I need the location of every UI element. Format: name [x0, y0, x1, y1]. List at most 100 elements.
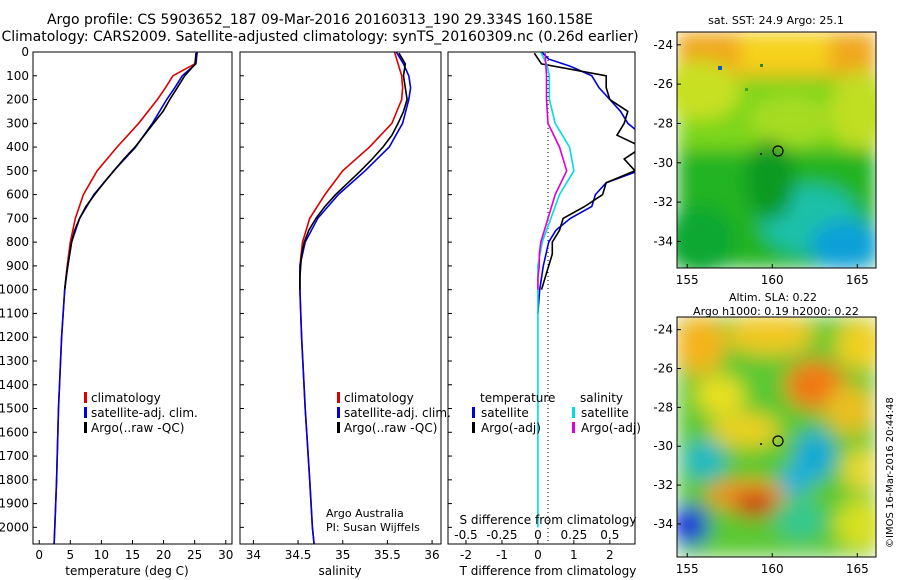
- map-y-tick-label: -30: [653, 156, 673, 170]
- salinity-series: [299, 52, 412, 544]
- x-tick-label: 35: [335, 548, 350, 562]
- y-tick-label: 500: [6, 164, 29, 178]
- y-tick-label: 1800: [0, 473, 29, 487]
- difference-legend: temperature salinity satellite Argo(-adj…: [472, 391, 641, 435]
- sla-map-subtitle: Argo h1000: 0.19 h2000: 0.22: [693, 305, 859, 318]
- x-tick-label: 25: [187, 548, 202, 562]
- map-y-tick-label: -26: [653, 77, 673, 91]
- temperature-ticks: 0100200300400500600700800900100011001200…: [0, 45, 233, 562]
- series-line-climatology: [299, 52, 404, 544]
- y-tick-label: 1100: [0, 306, 29, 320]
- x-tick-label: -1: [496, 548, 508, 562]
- x-tick-label: 0: [534, 548, 542, 562]
- x-tick-label: 35.5: [374, 548, 401, 562]
- s-tick-label: 0.25: [561, 528, 588, 542]
- legend-label-satellite: satellite-adj. clim.: [344, 406, 451, 420]
- s-tick-label: -0.25: [486, 528, 517, 542]
- difference-axes-frame: [447, 51, 636, 545]
- map-y-tick-label: -26: [653, 361, 673, 375]
- x-tick-label: 30: [218, 548, 233, 562]
- legend-swatch-climatology: [84, 392, 87, 403]
- difference-ticks: -2 -1 0 1 2 -0.5 -0.25 0 0.25 0.5: [448, 51, 619, 562]
- figure-title-line1: Argo profile: CS 5903652_187 09-Mar-2016…: [46, 12, 594, 28]
- sla-map-ticks: 155 160 165 -24 -26 -28 -30 -32 -34: [653, 323, 868, 576]
- difference-xlabel-temperature: T difference from climatology: [459, 564, 637, 578]
- x-tick-label: 36: [424, 548, 439, 562]
- s-tick-label: 0: [534, 528, 542, 542]
- map-x-tick-label: 165: [846, 273, 869, 287]
- sla-map-title: Altim. SLA: 0.22: [729, 291, 817, 304]
- sst-argo-marker: [772, 145, 784, 157]
- legend-label-satellite: satellite-adj. clim.: [91, 406, 198, 420]
- sla-map-panel: Altim. SLA: 0.22 Argo h1000: 0.19 h2000:…: [653, 291, 877, 576]
- legend-swatch-satellite: [84, 407, 87, 418]
- legend-label-climatology: climatology: [91, 391, 161, 405]
- map-y-tick-label: -34: [653, 517, 673, 531]
- x-tick-label: -2: [460, 548, 472, 562]
- series-line-temperature-satellite: [537, 52, 635, 314]
- legend-label-sal-satellite: satellite: [581, 406, 629, 420]
- x-tick-label: 5: [66, 548, 74, 562]
- legend-swatch-argo: [337, 422, 340, 433]
- legend-swatch-argo: [84, 422, 87, 433]
- series-line-argo-raw-qc-: [299, 52, 408, 290]
- y-tick-label: 700: [6, 211, 29, 225]
- difference-xlabel-salinity: S difference from climatology: [460, 513, 637, 527]
- legend-swatch-temp-satellite: [472, 407, 475, 418]
- s-tick-label: 0.5: [600, 528, 619, 542]
- sst-field: [677, 32, 876, 268]
- map-x-tick-label: 155: [676, 562, 699, 576]
- y-tick-label: 1600: [0, 425, 29, 439]
- x-tick-label: 0: [35, 548, 43, 562]
- map-y-tick-label: -28: [653, 400, 673, 414]
- series-line-argo-raw-qc-: [63, 53, 197, 290]
- s-tick-label: -0.5: [454, 528, 477, 542]
- map-y-tick-label: -28: [653, 116, 673, 130]
- legend-label-climatology: climatology: [344, 391, 414, 405]
- y-tick-label: 900: [6, 259, 29, 273]
- y-tick-label: 1500: [0, 402, 29, 416]
- sla-field: [677, 317, 876, 557]
- map-y-tick-label: -24: [653, 38, 673, 52]
- legend-swatch-sal-satellite: [572, 407, 575, 418]
- series-line-temperature-argo-adj-: [533, 52, 635, 290]
- sla-argo-marker: [772, 435, 784, 447]
- program-label: Argo Australia: [326, 507, 404, 520]
- sst-map-frame: [676, 31, 877, 269]
- y-tick-label: 1400: [0, 378, 29, 392]
- x-tick-label: 20: [156, 548, 171, 562]
- figure-title-line2: Climatology: CARS2009. Satellite-adjuste…: [1, 29, 639, 45]
- difference-series: [533, 52, 635, 528]
- temperature-panel: 0100200300400500600700800900100011001200…: [0, 45, 233, 578]
- y-tick-label: 0: [21, 45, 29, 59]
- temperature-series: [53, 52, 198, 544]
- map-y-tick-label: -30: [653, 439, 673, 453]
- series-line-satellite-adj-clim-: [53, 52, 198, 544]
- x-tick-label: 15: [125, 548, 140, 562]
- y-tick-label: 200: [6, 93, 29, 107]
- legend-swatch-satellite: [337, 407, 340, 418]
- salinity-xlabel: salinity: [318, 564, 361, 578]
- legend-swatch-climatology: [337, 392, 340, 403]
- y-tick-label: 1200: [0, 330, 29, 344]
- map-x-tick-label: 155: [676, 273, 699, 287]
- map-y-tick-label: -32: [653, 478, 673, 492]
- y-tick-label: 400: [6, 140, 29, 154]
- y-tick-label: 600: [6, 188, 29, 202]
- series-line-salinity-argo-adj-: [537, 53, 568, 290]
- y-tick-label: 100: [6, 69, 29, 83]
- y-tick-label: 300: [6, 116, 29, 130]
- legend-label-temp-argo: Argo(-adj): [481, 421, 541, 435]
- sst-float-track-dot: [760, 153, 762, 155]
- x-tick-label: 1: [570, 548, 578, 562]
- y-tick-label: 1300: [0, 354, 29, 368]
- x-tick-label: 10: [94, 548, 109, 562]
- sst-map-panel: sat. SST: 24.9 Argo: 25.1 155 160 165-2: [653, 14, 877, 287]
- temperature-axes-frame: [32, 51, 233, 545]
- map-x-tick-label: 165: [846, 562, 869, 576]
- series-line-satellite-adj-clim-: [299, 52, 412, 544]
- map-y-tick-label: -24: [653, 323, 673, 337]
- sst-map-title: sat. SST: 24.9 Argo: 25.1: [708, 14, 844, 27]
- legend-label-argo: Argo(..raw -QC): [91, 421, 184, 435]
- map-y-tick-label: -32: [653, 195, 673, 209]
